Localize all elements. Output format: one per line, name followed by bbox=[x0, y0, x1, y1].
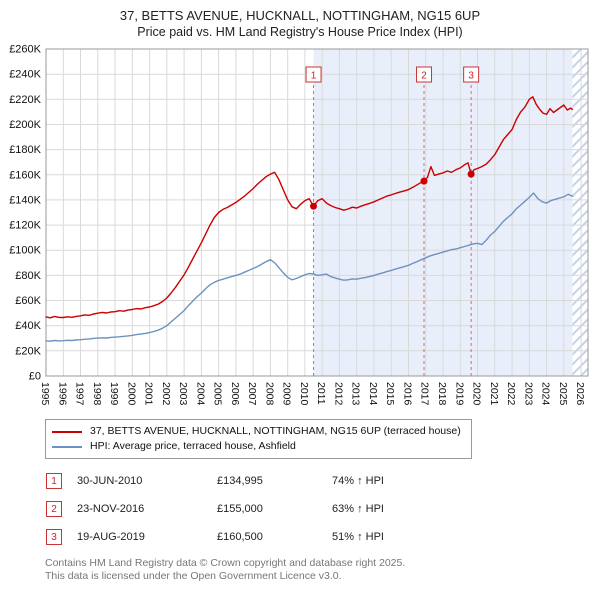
svg-text:£180K: £180K bbox=[9, 144, 41, 156]
svg-text:2012: 2012 bbox=[332, 382, 344, 406]
legend-label-hpi: HPI: Average price, terraced house, Ashf… bbox=[90, 440, 296, 452]
copyright-line-1: Contains HM Land Registry data © Crown c… bbox=[45, 557, 406, 569]
svg-text:1996: 1996 bbox=[56, 382, 68, 406]
page-subtitle: Price paid vs. HM Land Registry's House … bbox=[137, 25, 463, 39]
svg-text:1997: 1997 bbox=[74, 382, 86, 406]
transaction-row-2: 2 23-NOV-2016 £155,000 63% ↑ HPI bbox=[46, 501, 600, 517]
transaction-row-3: 3 19-AUG-2019 £160,500 51% ↑ HPI bbox=[46, 529, 600, 545]
svg-text:1995: 1995 bbox=[39, 382, 51, 406]
legend-line-sample-blue bbox=[52, 445, 82, 448]
svg-text:2009: 2009 bbox=[281, 382, 293, 406]
svg-text:2025: 2025 bbox=[557, 382, 569, 406]
svg-text:2019: 2019 bbox=[453, 382, 465, 406]
svg-text:2017: 2017 bbox=[419, 382, 431, 406]
svg-text:2011: 2011 bbox=[315, 382, 327, 405]
transaction-hpi-change: 63% ↑ HPI bbox=[332, 503, 384, 515]
chart-legend: 37, BETTS AVENUE, HUCKNALL, NOTTINGHAM, … bbox=[45, 419, 472, 459]
svg-text:2015: 2015 bbox=[384, 382, 396, 406]
transaction-date: 23-NOV-2016 bbox=[77, 503, 145, 515]
transaction-marker-2: 2 bbox=[46, 501, 62, 517]
svg-text:2000: 2000 bbox=[125, 382, 137, 406]
transaction-marker-1: 1 bbox=[46, 473, 62, 489]
svg-text:2001: 2001 bbox=[143, 382, 155, 406]
svg-text:£260K: £260K bbox=[9, 44, 41, 56]
svg-text:£240K: £240K bbox=[9, 69, 41, 81]
transaction-row-1: 1 30-JUN-2010 £134,995 74% ↑ HPI bbox=[46, 473, 600, 489]
svg-text:£0: £0 bbox=[29, 371, 41, 383]
transaction-marker-3: 3 bbox=[46, 529, 62, 545]
transaction-price: £160,500 bbox=[217, 531, 263, 543]
svg-text:£220K: £220K bbox=[9, 94, 41, 106]
svg-text:£20K: £20K bbox=[15, 345, 41, 357]
legend-item-hpi: HPI: Average price, terraced house, Ashf… bbox=[52, 439, 461, 454]
svg-text:2023: 2023 bbox=[522, 382, 534, 406]
transaction-date: 19-AUG-2019 bbox=[77, 531, 145, 543]
svg-text:£40K: £40K bbox=[15, 320, 41, 332]
svg-text:2002: 2002 bbox=[160, 382, 172, 406]
transaction-hpi-change: 74% ↑ HPI bbox=[332, 475, 384, 487]
svg-text:2024: 2024 bbox=[540, 382, 552, 406]
svg-text:2003: 2003 bbox=[177, 382, 189, 406]
svg-text:2026: 2026 bbox=[574, 382, 586, 406]
svg-text:1999: 1999 bbox=[108, 382, 120, 406]
copyright-line-2: This data is licensed under the Open Gov… bbox=[45, 570, 342, 582]
svg-text:2016: 2016 bbox=[402, 382, 414, 406]
svg-text:2010: 2010 bbox=[298, 382, 310, 406]
svg-text:2013: 2013 bbox=[350, 382, 362, 406]
legend-label-property: 37, BETTS AVENUE, HUCKNALL, NOTTINGHAM, … bbox=[90, 425, 461, 437]
svg-text:£200K: £200K bbox=[9, 119, 41, 131]
svg-text:2020: 2020 bbox=[471, 382, 483, 406]
transaction-price: £134,995 bbox=[217, 475, 263, 487]
svg-text:2007: 2007 bbox=[246, 382, 258, 406]
svg-text:2004: 2004 bbox=[194, 382, 206, 406]
svg-text:2021: 2021 bbox=[488, 382, 500, 406]
svg-text:2: 2 bbox=[421, 71, 427, 82]
svg-text:£160K: £160K bbox=[9, 169, 41, 181]
legend-item-property: 37, BETTS AVENUE, HUCKNALL, NOTTINGHAM, … bbox=[52, 424, 461, 439]
transaction-hpi-change: 51% ↑ HPI bbox=[332, 531, 384, 543]
page-title: 37, BETTS AVENUE, HUCKNALL, NOTTINGHAM, … bbox=[119, 8, 481, 23]
svg-text:2005: 2005 bbox=[212, 382, 224, 406]
svg-text:£100K: £100K bbox=[9, 245, 41, 257]
transactions-list: 1 30-JUN-2010 £134,995 74% ↑ HPI 2 23-NO… bbox=[46, 473, 600, 545]
svg-text:2018: 2018 bbox=[436, 382, 448, 406]
svg-text:£120K: £120K bbox=[9, 220, 41, 232]
svg-text:1998: 1998 bbox=[91, 382, 103, 406]
svg-text:£60K: £60K bbox=[15, 295, 41, 307]
svg-text:3: 3 bbox=[468, 71, 474, 82]
svg-text:£80K: £80K bbox=[15, 270, 41, 282]
copyright-notice: Contains HM Land Registry data © Crown c… bbox=[45, 557, 600, 583]
transaction-price: £155,000 bbox=[217, 503, 263, 515]
svg-text:2022: 2022 bbox=[505, 382, 517, 406]
svg-text:1: 1 bbox=[311, 71, 317, 82]
svg-text:£140K: £140K bbox=[9, 194, 41, 206]
svg-text:2006: 2006 bbox=[229, 382, 241, 406]
price-chart: 1 2 3 £0 £20K £40K £60K £80K £100K £120K £140K £160… bbox=[9, 44, 589, 406]
svg-text:2014: 2014 bbox=[367, 382, 379, 406]
transaction-date: 30-JUN-2010 bbox=[77, 475, 143, 487]
legend-line-sample-red bbox=[52, 430, 82, 433]
svg-text:2008: 2008 bbox=[263, 382, 275, 406]
